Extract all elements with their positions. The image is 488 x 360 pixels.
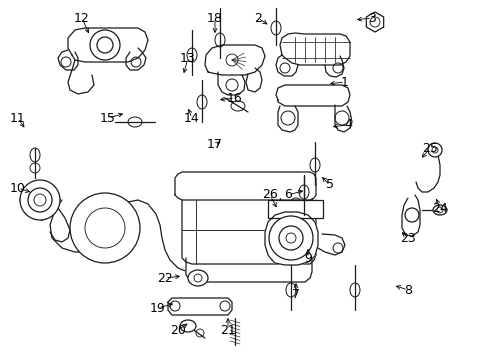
Text: 19: 19 [150,302,165,315]
Text: 24: 24 [431,202,447,215]
Polygon shape [401,195,419,236]
Text: 3: 3 [367,12,375,24]
Text: 1: 1 [340,76,348,89]
Polygon shape [317,234,345,255]
Ellipse shape [187,270,207,286]
Text: 5: 5 [325,179,333,192]
Text: 20: 20 [170,324,185,337]
Ellipse shape [432,205,446,215]
Circle shape [90,30,120,60]
Polygon shape [366,12,383,32]
Polygon shape [68,28,148,62]
Polygon shape [280,33,349,65]
Text: 12: 12 [74,12,90,24]
Text: 17: 17 [206,139,223,152]
Polygon shape [218,72,244,95]
Text: 9: 9 [304,252,311,265]
Text: 18: 18 [206,12,223,24]
Circle shape [20,180,60,220]
Text: 8: 8 [403,284,411,297]
Polygon shape [245,68,262,92]
Polygon shape [175,172,315,200]
Polygon shape [58,50,78,70]
Polygon shape [126,48,146,70]
Text: 25: 25 [421,141,437,154]
Text: 4: 4 [344,118,351,131]
Text: 6: 6 [284,189,291,202]
Bar [267,200,323,218]
Polygon shape [264,212,317,265]
Polygon shape [50,200,274,272]
Polygon shape [168,298,231,315]
Text: 14: 14 [184,112,200,125]
Text: 11: 11 [10,112,26,125]
Text: 21: 21 [220,324,235,337]
Text: 22: 22 [157,271,173,284]
Circle shape [70,193,140,263]
Text: 7: 7 [291,288,299,302]
Text: 16: 16 [226,91,243,104]
Polygon shape [185,258,311,282]
Polygon shape [182,200,315,264]
Circle shape [427,143,441,157]
Polygon shape [68,60,94,94]
Text: 13: 13 [180,51,196,64]
Circle shape [404,208,418,222]
Ellipse shape [180,320,196,332]
Polygon shape [275,85,349,106]
Text: 10: 10 [10,181,26,194]
Circle shape [268,216,312,260]
Polygon shape [204,45,264,75]
Text: 23: 23 [399,231,415,244]
Text: 2: 2 [254,12,262,24]
Text: 15: 15 [100,112,116,125]
Text: 26: 26 [262,189,277,202]
Polygon shape [20,182,60,220]
